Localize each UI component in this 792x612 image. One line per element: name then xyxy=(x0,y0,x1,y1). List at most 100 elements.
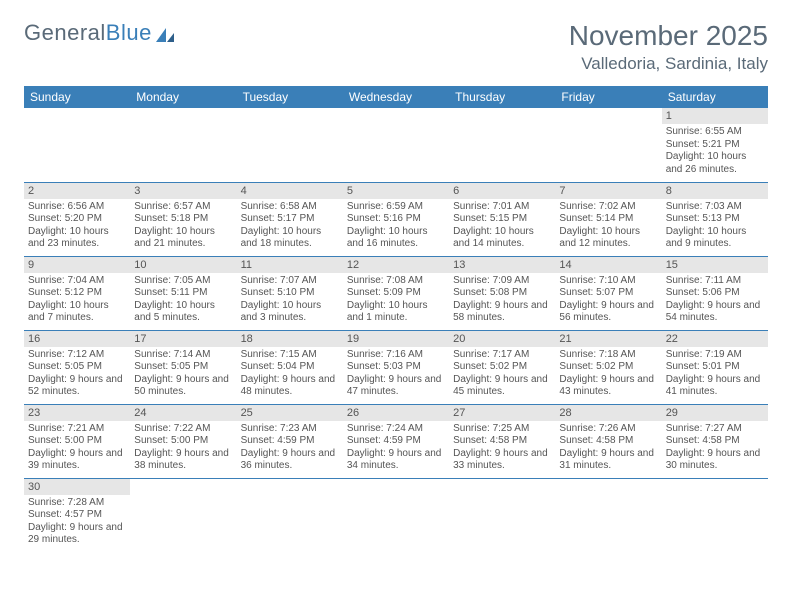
sunset-text: Sunset: 5:00 PM xyxy=(134,435,232,448)
daylight-text: Daylight: 9 hours and 29 minutes. xyxy=(28,522,126,547)
day-number: 25 xyxy=(237,405,343,421)
daylight-text: Daylight: 9 hours and 47 minutes. xyxy=(347,374,445,399)
sunset-text: Sunset: 5:21 PM xyxy=(666,139,764,152)
day-cell: 21Sunrise: 7:18 AMSunset: 5:02 PMDayligh… xyxy=(555,330,661,404)
day-cell: 5Sunrise: 6:59 AMSunset: 5:16 PMDaylight… xyxy=(343,182,449,256)
sunset-text: Sunset: 5:02 PM xyxy=(559,361,657,374)
daylight-text: Daylight: 10 hours and 26 minutes. xyxy=(666,151,764,176)
daylight-text: Daylight: 10 hours and 3 minutes. xyxy=(241,300,339,325)
sunset-text: Sunset: 5:14 PM xyxy=(559,213,657,226)
day-number: 30 xyxy=(24,479,130,495)
daylight-text: Daylight: 9 hours and 48 minutes. xyxy=(241,374,339,399)
day-details: Sunrise: 7:01 AMSunset: 5:15 PMDaylight:… xyxy=(449,199,555,255)
day-number: 17 xyxy=(130,331,236,347)
sunset-text: Sunset: 5:09 PM xyxy=(347,287,445,300)
day-details: Sunrise: 7:28 AMSunset: 4:57 PMDaylight:… xyxy=(24,495,130,551)
sunset-text: Sunset: 4:58 PM xyxy=(559,435,657,448)
day-details: Sunrise: 7:17 AMSunset: 5:02 PMDaylight:… xyxy=(449,347,555,403)
sunset-text: Sunset: 5:18 PM xyxy=(134,213,232,226)
day-details: Sunrise: 7:16 AMSunset: 5:03 PMDaylight:… xyxy=(343,347,449,403)
day-details: Sunrise: 7:18 AMSunset: 5:02 PMDaylight:… xyxy=(555,347,661,403)
day-details: Sunrise: 7:04 AMSunset: 5:12 PMDaylight:… xyxy=(24,273,130,329)
daylight-text: Daylight: 9 hours and 38 minutes. xyxy=(134,448,232,473)
sunset-text: Sunset: 5:05 PM xyxy=(28,361,126,374)
day-number: 11 xyxy=(237,257,343,273)
day-number: 28 xyxy=(555,405,661,421)
day-number: 10 xyxy=(130,257,236,273)
daylight-text: Daylight: 9 hours and 52 minutes. xyxy=(28,374,126,399)
day-number: 16 xyxy=(24,331,130,347)
empty-cell xyxy=(237,108,343,182)
day-cell: 13Sunrise: 7:09 AMSunset: 5:08 PMDayligh… xyxy=(449,256,555,330)
day-details: Sunrise: 7:02 AMSunset: 5:14 PMDaylight:… xyxy=(555,199,661,255)
day-number: 1 xyxy=(662,108,768,124)
sunset-text: Sunset: 5:20 PM xyxy=(28,213,126,226)
daylight-text: Daylight: 9 hours and 39 minutes. xyxy=(28,448,126,473)
sunset-text: Sunset: 5:07 PM xyxy=(559,287,657,300)
week-row: 16Sunrise: 7:12 AMSunset: 5:05 PMDayligh… xyxy=(24,330,768,404)
daylight-text: Daylight: 10 hours and 1 minute. xyxy=(347,300,445,325)
sunrise-text: Sunrise: 6:56 AM xyxy=(28,201,126,214)
day-cell: 17Sunrise: 7:14 AMSunset: 5:05 PMDayligh… xyxy=(130,330,236,404)
week-row: 2 Sunrise: 6:56 AMSunset: 5:20 PM Daylight… xyxy=(24,182,768,256)
day-details: Sunrise: 7:27 AMSunset: 4:58 PMDaylight:… xyxy=(662,421,768,477)
empty-cell xyxy=(130,478,236,552)
day-details: Sunrise: 7:11 AMSunset: 5:06 PMDaylight:… xyxy=(662,273,768,329)
day-details: Sunrise: 6:55 AMSunset: 5:21 PMDaylight:… xyxy=(662,124,768,180)
sail-icon xyxy=(154,24,176,42)
daylight-text: Daylight: 9 hours and 58 minutes. xyxy=(453,300,551,325)
daylight-text: Daylight: 10 hours and 18 minutes. xyxy=(241,226,339,251)
day-header-monday: Monday xyxy=(130,86,236,108)
sunrise-text: Sunrise: 7:07 AM xyxy=(241,275,339,288)
day-cell: 9Sunrise: 7:04 AMSunset: 5:12 PMDaylight… xyxy=(24,256,130,330)
day-cell: 15Sunrise: 7:11 AMSunset: 5:06 PMDayligh… xyxy=(662,256,768,330)
sunset-text: Sunset: 5:12 PM xyxy=(28,287,126,300)
day-cell: 28Sunrise: 7:26 AMSunset: 4:58 PMDayligh… xyxy=(555,404,661,478)
day-header-thursday: Thursday xyxy=(449,86,555,108)
day-number: 20 xyxy=(449,331,555,347)
day-number: 5 xyxy=(343,183,449,199)
day-cell: 23Sunrise: 7:21 AMSunset: 5:00 PMDayligh… xyxy=(24,404,130,478)
sunrise-text: Sunrise: 7:11 AM xyxy=(666,275,764,288)
sunset-text: Sunset: 5:06 PM xyxy=(666,287,764,300)
empty-cell xyxy=(449,478,555,552)
day-number: 27 xyxy=(449,405,555,421)
calendar-table: SundayMondayTuesdayWednesdayThursdayFrid… xyxy=(24,86,768,552)
week-row: 1Sunrise: 6:55 AMSunset: 5:21 PMDaylight… xyxy=(24,108,768,182)
day-cell: 22Sunrise: 7:19 AMSunset: 5:01 PMDayligh… xyxy=(662,330,768,404)
week-row: 23Sunrise: 7:21 AMSunset: 5:00 PMDayligh… xyxy=(24,404,768,478)
day-details: Sunrise: 7:23 AMSunset: 4:59 PMDaylight:… xyxy=(237,421,343,477)
daylight-text: Daylight: 10 hours and 16 minutes. xyxy=(347,226,445,251)
day-details: Sunrise: 7:22 AMSunset: 5:00 PMDaylight:… xyxy=(130,421,236,477)
sunrise-text: Sunrise: 7:21 AM xyxy=(28,423,126,436)
day-details: Sunrise: 7:25 AMSunset: 4:58 PMDaylight:… xyxy=(449,421,555,477)
day-cell: 4Sunrise: 6:58 AMSunset: 5:17 PMDaylight… xyxy=(237,182,343,256)
day-cell: 3Sunrise: 6:57 AMSunset: 5:18 PMDaylight… xyxy=(130,182,236,256)
daylight-text: Daylight: 9 hours and 31 minutes. xyxy=(559,448,657,473)
day-number: 2 xyxy=(24,183,130,199)
logo: GeneralBlue xyxy=(24,20,176,46)
empty-cell xyxy=(343,108,449,182)
sunrise-text: Sunrise: 7:25 AM xyxy=(453,423,551,436)
sunrise-text: Sunrise: 7:15 AM xyxy=(241,349,339,362)
daylight-text: Daylight: 10 hours and 21 minutes. xyxy=(134,226,232,251)
daylight-text: Daylight: 9 hours and 41 minutes. xyxy=(666,374,764,399)
sunrise-text: Sunrise: 7:23 AM xyxy=(241,423,339,436)
sunset-text: Sunset: 5:16 PM xyxy=(347,213,445,226)
daylight-text: Daylight: 10 hours and 5 minutes. xyxy=(134,300,232,325)
sunset-text: Sunset: 5:11 PM xyxy=(134,287,232,300)
day-cell: 27Sunrise: 7:25 AMSunset: 4:58 PMDayligh… xyxy=(449,404,555,478)
daylight-text: Daylight: 10 hours and 7 minutes. xyxy=(28,300,126,325)
day-details: Sunrise: 7:24 AMSunset: 4:59 PMDaylight:… xyxy=(343,421,449,477)
sunset-text: Sunset: 5:13 PM xyxy=(666,213,764,226)
day-number: 15 xyxy=(662,257,768,273)
sunrise-text: Sunrise: 7:12 AM xyxy=(28,349,126,362)
day-number: 9 xyxy=(24,257,130,273)
empty-cell xyxy=(662,478,768,552)
sunset-text: Sunset: 5:01 PM xyxy=(666,361,764,374)
sunrise-text: Sunrise: 6:55 AM xyxy=(666,126,764,139)
day-cell: 7Sunrise: 7:02 AMSunset: 5:14 PMDaylight… xyxy=(555,182,661,256)
sunset-text: Sunset: 4:59 PM xyxy=(241,435,339,448)
sunrise-text: Sunrise: 7:18 AM xyxy=(559,349,657,362)
logo-word1: General xyxy=(24,20,106,46)
